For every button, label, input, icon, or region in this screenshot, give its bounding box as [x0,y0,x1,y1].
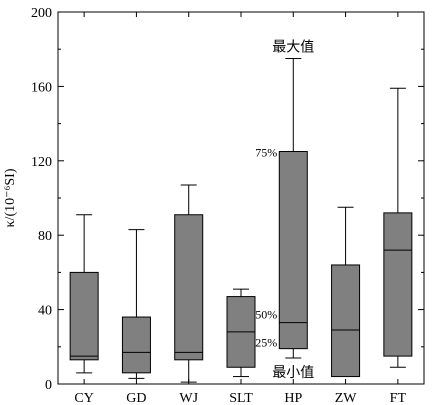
box-hp [278,58,308,359]
min-value-annotation: 最小值 [272,365,314,381]
box-wj [174,184,204,383]
iqr-box [121,316,151,374]
y-tick-label: 0 [45,378,52,393]
box-ft [383,87,413,368]
iqr-box [383,212,413,357]
x-tick-label: WJ [179,391,198,405]
iqr-box [69,271,99,361]
x-tick-label: HP [284,391,302,405]
y-tick-label: 200 [31,6,52,21]
y-tick-label: 80 [38,229,52,244]
percentile-50-annotation: 50% [255,308,277,322]
box-zw [331,206,361,378]
y-axis-title: κ/(10⁻⁶SI) [3,168,18,227]
annotations: 最大值 最小值 75% 50% 25% [255,40,314,381]
max-value-annotation: 最大值 [272,40,314,56]
iqr-box [278,151,308,350]
y-tick-label: 120 [31,155,52,170]
x-tick-label: ZW [335,391,358,405]
iqr-box [331,264,361,378]
iqr-box [174,214,204,361]
y-tick-label: 160 [31,80,52,95]
y-tick-label: 40 [38,304,52,319]
x-tick-label: GD [126,391,146,405]
x-tick-label: CY [74,391,93,405]
x-tick-label: FT [390,391,407,405]
box-series [69,58,413,383]
x-axis-ticks: CY GD WJ SLT HP ZW FT [74,12,406,405]
y-axis-ticks: 0 40 80 120 160 200 [31,6,424,393]
box-slt [226,288,256,378]
percentile-75-annotation: 75% [255,146,277,160]
box-gd [121,229,151,379]
percentile-25-annotation: 25% [255,336,277,350]
box-cy [69,214,99,374]
x-tick-label: SLT [229,391,253,405]
